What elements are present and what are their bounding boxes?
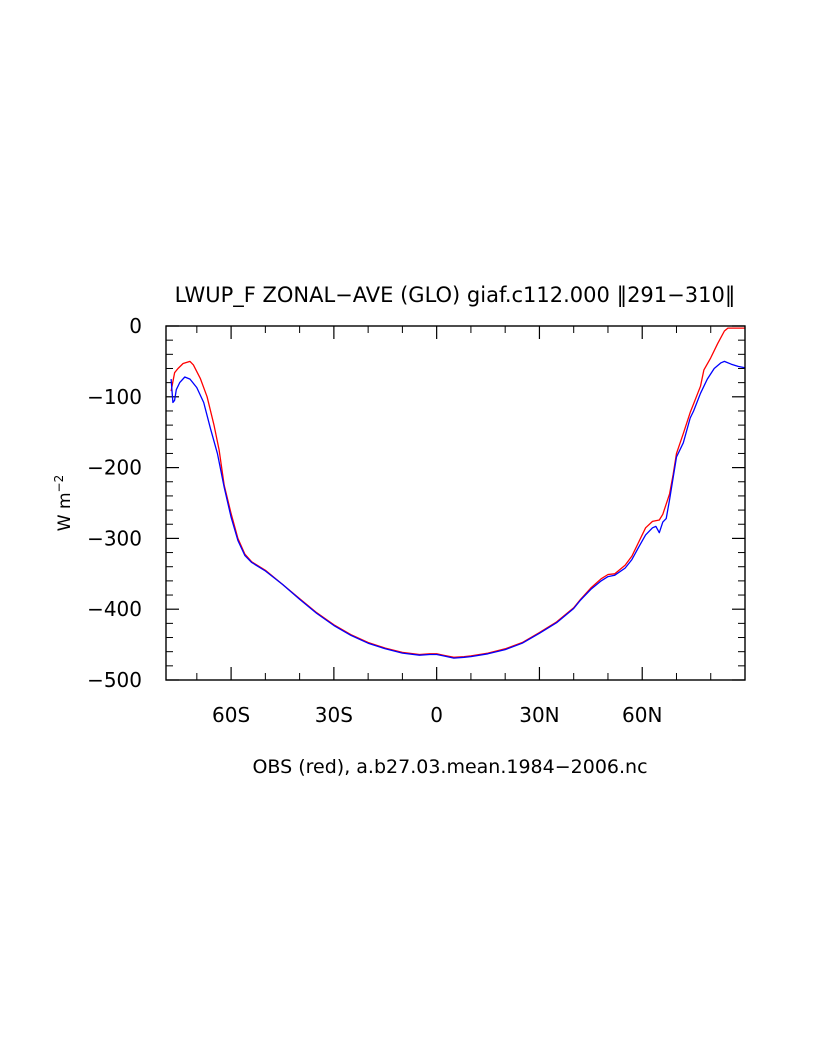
y-tick-label: −300 <box>87 526 142 550</box>
x-axis-label: OBS (red), a.b27.03.mean.1984−2006.nc <box>252 756 647 778</box>
y-axis-label: W m−2 <box>52 475 75 531</box>
chart-title: LWUP_F ZONAL−AVE (GLO) giaf.c112.000 ‖29… <box>175 283 736 308</box>
y-tick-label: −100 <box>87 385 142 409</box>
y-axis-label-text: W m <box>55 492 75 531</box>
y-tick-label: 0 <box>129 314 142 338</box>
series-line-red <box>170 327 745 658</box>
svg-text:W m−2: W m−2 <box>52 475 75 531</box>
x-tick-label: 0 <box>430 703 443 727</box>
y-axis-label-exponent: −2 <box>52 475 66 493</box>
x-tick-label: 30S <box>315 703 353 727</box>
x-tick-label: 30N <box>519 703 559 727</box>
y-tick-label: −400 <box>87 597 142 621</box>
x-tick-label: 60S <box>212 703 250 727</box>
y-tick-label: −200 <box>87 456 142 480</box>
series-line-blue <box>170 360 746 659</box>
plot-frame <box>165 325 746 681</box>
x-tick-label: 60N <box>622 703 662 727</box>
y-tick-label: −500 <box>87 668 142 692</box>
